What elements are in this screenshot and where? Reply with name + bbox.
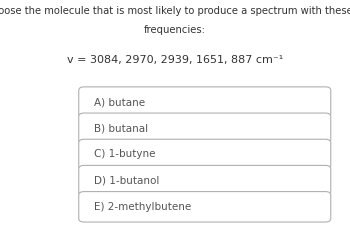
Text: A) butane: A) butane <box>94 97 146 107</box>
Text: Choose the molecule that is most likely to produce a spectrum with these IR: Choose the molecule that is most likely … <box>0 6 350 16</box>
FancyBboxPatch shape <box>79 139 331 170</box>
Text: E) 2-methylbutene: E) 2-methylbutene <box>94 202 192 212</box>
Text: D) 1-butanol: D) 1-butanol <box>94 176 160 186</box>
FancyBboxPatch shape <box>79 87 331 117</box>
FancyBboxPatch shape <box>79 165 331 196</box>
Text: C) 1-butyne: C) 1-butyne <box>94 149 156 159</box>
Text: v = 3084, 2970, 2939, 1651, 887 cm⁻¹: v = 3084, 2970, 2939, 1651, 887 cm⁻¹ <box>67 55 283 65</box>
FancyBboxPatch shape <box>79 113 331 144</box>
Text: frequencies:: frequencies: <box>144 25 206 35</box>
Text: B) butanal: B) butanal <box>94 123 149 133</box>
FancyBboxPatch shape <box>79 192 331 222</box>
